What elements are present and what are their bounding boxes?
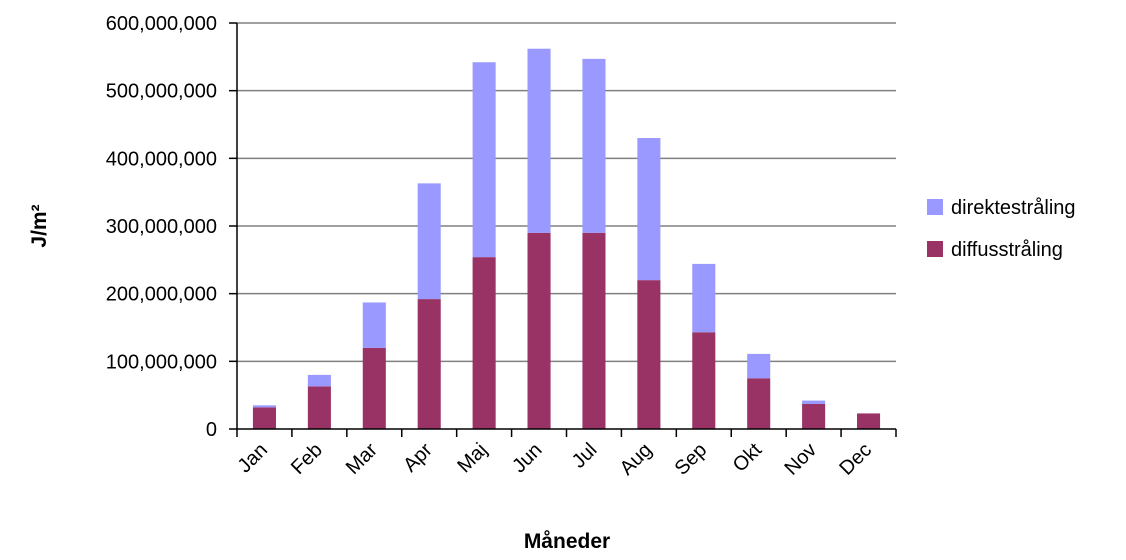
bar-diffus bbox=[362, 347, 386, 429]
x-tick-label: Jan bbox=[234, 439, 272, 477]
bar-diffus bbox=[802, 403, 826, 429]
y-axis-title: J/m² bbox=[28, 204, 51, 247]
x-tick-label: Mar bbox=[342, 439, 382, 479]
x-tick-label: Nov bbox=[780, 439, 821, 480]
y-tick-label: 100,000,000 bbox=[106, 351, 217, 373]
bar-diffus bbox=[857, 413, 881, 429]
bar-direkte bbox=[747, 353, 771, 379]
x-tick-label: Jul bbox=[568, 439, 602, 473]
y-tick-label: 200,000,000 bbox=[106, 284, 217, 306]
bar-diffus bbox=[252, 407, 276, 429]
bar-direkte bbox=[307, 374, 331, 387]
bar-diffus bbox=[417, 299, 441, 429]
bar-direkte bbox=[362, 302, 386, 348]
x-tick-label: Maj bbox=[453, 439, 491, 477]
bar-direkte bbox=[637, 138, 661, 281]
y-tick-label: 600,000,000 bbox=[106, 13, 217, 35]
legend-swatch bbox=[927, 241, 943, 257]
bar-direkte bbox=[472, 62, 496, 258]
y-tick-label: 300,000,000 bbox=[106, 216, 217, 238]
legend-label: diffusstråling bbox=[951, 239, 1063, 261]
bar-diffus bbox=[472, 257, 496, 429]
bar-diffus bbox=[747, 378, 771, 429]
x-tick-label: Apr bbox=[399, 439, 437, 477]
bar-direkte bbox=[527, 48, 551, 233]
bar-direkte bbox=[802, 400, 826, 404]
x-axis-title: Måneder bbox=[524, 530, 610, 553]
bar-direkte bbox=[417, 183, 441, 300]
bar-diffus bbox=[692, 332, 716, 429]
legend: direktestråling diffusstråling bbox=[927, 197, 1076, 261]
x-tick-label: Jun bbox=[508, 439, 546, 477]
y-tick-label: 400,000,000 bbox=[106, 148, 217, 170]
x-tick-label: Feb bbox=[287, 439, 327, 479]
bars bbox=[252, 48, 881, 429]
legend-swatch bbox=[927, 199, 943, 215]
bar-diffus bbox=[582, 232, 606, 429]
y-tick-label: 500,000,000 bbox=[106, 81, 217, 103]
gridlines bbox=[237, 22, 896, 363]
bar-diffus bbox=[307, 386, 331, 429]
bar-diffus bbox=[527, 232, 551, 429]
y-tick-label: 0 bbox=[206, 419, 217, 441]
x-tick-label: Okt bbox=[729, 439, 767, 477]
bar-direkte bbox=[692, 263, 716, 333]
x-tick-labels: Jan Feb Mar Apr Maj Jun Jul Aug Sep Okt Nov Dec bbox=[234, 429, 897, 480]
bar-direkte bbox=[252, 405, 276, 408]
y-tick-labels: 0 100,000,000 200,000,000 300,000,000 400,00… bbox=[106, 13, 237, 441]
bar-direkte bbox=[582, 58, 606, 233]
x-tick-label: Sep bbox=[671, 439, 712, 480]
x-tick-label: Aug bbox=[616, 439, 657, 480]
legend-label: direktestråling bbox=[951, 197, 1076, 219]
bar-diffus bbox=[637, 280, 661, 429]
x-tick-label: Dec bbox=[835, 439, 876, 480]
